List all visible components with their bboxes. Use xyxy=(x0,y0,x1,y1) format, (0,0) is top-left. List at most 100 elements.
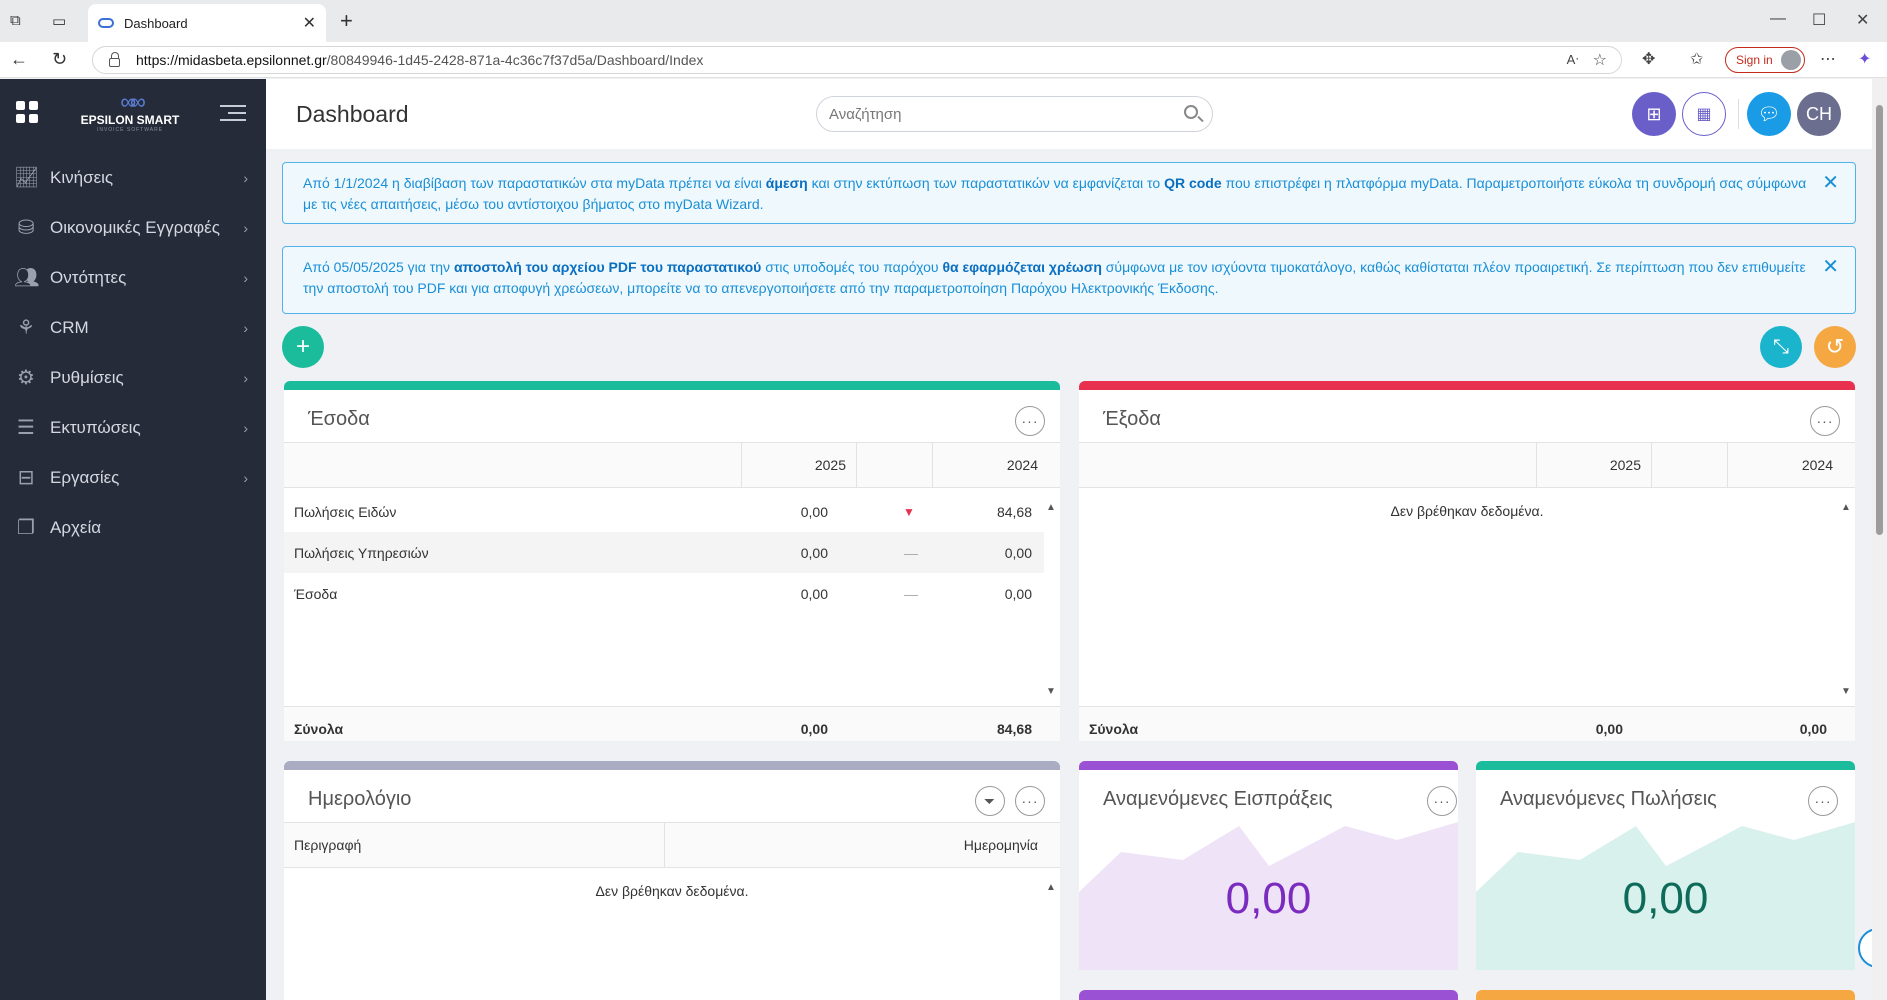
url-path: /80849946-1d45-2428-871a-4c36c7f37d5a/Da… xyxy=(326,52,704,68)
total-2025: 0,00 xyxy=(1595,721,1623,737)
dashboard-grid-button[interactable]: ⊞ xyxy=(1632,92,1676,136)
menu-toggle-icon[interactable] xyxy=(220,105,246,126)
trend-flat-icon: — xyxy=(904,544,918,561)
maximize-icon[interactable]: ☐ xyxy=(1812,12,1827,29)
more-dots-icon: ··· xyxy=(1816,413,1834,429)
sidebar-item-label: Εκτυπώσεις xyxy=(50,418,141,437)
scroll-up-icon[interactable]: ▲ xyxy=(1046,502,1056,513)
sidebar-item-prints[interactable]: ☰ Εκτυπώσεις › xyxy=(0,403,266,453)
no-data-message: Δεν βρέθηκαν δεδομένα. xyxy=(595,883,749,899)
sign-in-button[interactable]: Sign in xyxy=(1725,47,1805,73)
sidebar: ∞∞ EPSILON SMART INVOICE SOFTWARE 📈︎ Κινή… xyxy=(0,79,266,1000)
scroll-up-icon[interactable]: ▲ xyxy=(1046,882,1056,893)
close-icon[interactable]: ✕ xyxy=(1822,172,1839,194)
add-widget-button[interactable]: + xyxy=(282,326,324,368)
sidebar-item-label: Αρχεία xyxy=(50,518,102,537)
plus-icon: + xyxy=(295,333,310,360)
sidebar-item-label: Οικονομικές Εγγραφές xyxy=(50,218,220,237)
more-dots-icon: ··· xyxy=(1021,413,1039,429)
new-tab-icon[interactable]: + xyxy=(340,8,353,33)
close-window-icon[interactable]: ✕ xyxy=(1856,12,1870,29)
crm-icon: ⚘ xyxy=(17,317,35,339)
browser-tab[interactable]: Dashboard ✕ xyxy=(88,4,326,42)
sidebar-item-movements[interactable]: 📈︎ Κινήσεις › xyxy=(0,153,266,203)
column-header-date[interactable]: Ημερομηνία xyxy=(664,823,1048,867)
page-header: Dashboard ⊞ ▦ 💬︎ CH xyxy=(266,79,1872,149)
search-icon[interactable] xyxy=(1184,105,1198,119)
pdf-charge-alert: Από 05/05/2025 για την αποστολή του αρχε… xyxy=(282,246,1856,314)
scroll-down-icon[interactable]: ▼ xyxy=(1841,686,1851,697)
column-header-2025[interactable]: 2025 xyxy=(1536,443,1651,487)
scroll-up-icon[interactable]: ▲ xyxy=(1841,502,1851,513)
epsilon-logo-icon: ∞∞ xyxy=(120,89,145,114)
calendar-card: Ημερολόγιο ⏷ ··· Περιγραφή Ημερομηνία Δε… xyxy=(284,761,1060,1000)
header-divider xyxy=(1738,99,1739,129)
row-value-2024: 84,68 xyxy=(996,503,1032,520)
cabinet-icon: ⊟ xyxy=(17,467,35,489)
address-bar[interactable]: https://midasbeta.epsilonnet.gr/80849946… xyxy=(92,46,1622,74)
calendar-icon: ▦ xyxy=(1696,106,1712,123)
filter-button[interactable]: ⏷ xyxy=(975,786,1005,816)
total-2024: 0,00 xyxy=(1799,721,1827,737)
read-aloud-icon[interactable]: Aᐧ xyxy=(1566,52,1579,67)
copilot-icon[interactable]: ✦ xyxy=(1858,51,1872,68)
sidebar-item-settings[interactable]: ⚙ Ρυθμίσεις › xyxy=(0,353,266,403)
totals-row: Σύνολα 0,00 0,00 xyxy=(1079,706,1855,741)
income-card: Έσοδα ··· 2025 2024 Πωλήσεις Ειδών 0,00 … xyxy=(284,381,1060,741)
search-input[interactable] xyxy=(829,105,1169,123)
card-more-button[interactable]: ··· xyxy=(1808,786,1838,816)
scrollbar-thumb[interactable] xyxy=(1876,105,1883,535)
avatar[interactable]: CH xyxy=(1797,92,1841,136)
favorites-icon[interactable]: ✩ xyxy=(1690,51,1704,68)
close-icon[interactable]: ✕ xyxy=(1822,256,1839,278)
column-header-description[interactable]: Περιγραφή xyxy=(294,837,362,853)
messages-button[interactable]: 💬︎ xyxy=(1747,92,1791,136)
favorite-star-icon[interactable]: ☆ xyxy=(1592,52,1607,69)
extensions-icon[interactable]: ✥ xyxy=(1642,51,1656,68)
sidebar-item-entities[interactable]: 👥︎ Οντότητες › xyxy=(0,253,266,303)
page-scrollbar[interactable] xyxy=(1872,79,1887,1000)
browser-tabbar: ⧉ ▭ Dashboard ✕ + — ☐ ✕ xyxy=(0,0,1887,42)
minimize-icon[interactable]: — xyxy=(1770,10,1786,27)
column-header-2025[interactable]: 2025 xyxy=(741,443,856,487)
card-more-button[interactable]: ··· xyxy=(1427,786,1457,816)
alert-text: και στην εκτύπωση των παραστατικών να εμ… xyxy=(807,175,1165,191)
sidebar-item-label: CRM xyxy=(50,318,89,337)
brand-logo: ∞∞ EPSILON SMART INVOICE SOFTWARE xyxy=(80,89,180,133)
refresh-icon[interactable]: ↻ xyxy=(52,49,68,69)
brand-name: EPSILON SMART xyxy=(80,113,180,127)
filter-icon: ⏷ xyxy=(983,792,997,809)
card-more-button[interactable]: ··· xyxy=(1015,406,1045,436)
sidebar-item-tasks[interactable]: ⊟ Εργασίες › xyxy=(0,453,266,503)
collapse-button[interactable]: ⤡ xyxy=(1760,326,1802,368)
apps-grid-icon[interactable] xyxy=(16,101,38,123)
sales-area-chart xyxy=(1476,822,1855,970)
kpi-value: 0,00 xyxy=(1622,874,1709,923)
totals-label: Σύνολα xyxy=(294,721,344,737)
workspaces-icon[interactable]: ⧉ xyxy=(10,12,21,29)
tab-title: Dashboard xyxy=(124,15,188,31)
alert-bold: θα εφαρμόζεται χρέωση xyxy=(942,259,1102,275)
back-icon[interactable]: ← xyxy=(10,49,28,69)
no-data-message: Δεν βρέθηκαν δεδομένα. xyxy=(1390,503,1544,519)
sidebar-item-financial-entries[interactable]: ⛁ Οικονομικές Εγγραφές › xyxy=(0,203,266,253)
reset-button[interactable]: ↺ xyxy=(1814,326,1856,368)
sidebar-item-label: Κινήσεις xyxy=(50,168,114,187)
column-header-2024[interactable]: 2024 xyxy=(1727,443,1843,487)
tab-actions-icon[interactable]: ▭ xyxy=(52,13,67,30)
scroll-down-icon[interactable]: ▼ xyxy=(1046,686,1056,697)
avatar-initials: CH xyxy=(1806,103,1832,124)
sidebar-item-files[interactable]: ❐ Αρχεία xyxy=(0,503,266,553)
sidebar-item-crm[interactable]: ⚘ CRM › xyxy=(0,303,266,353)
calendar-button[interactable]: ▦ xyxy=(1682,92,1726,136)
compress-icon: ⤡ xyxy=(1773,335,1789,358)
totals-row: Σύνολα 0,00 84,68 xyxy=(284,706,1060,741)
card-more-button[interactable]: ··· xyxy=(1810,406,1840,436)
close-tab-icon[interactable]: ✕ xyxy=(302,15,316,32)
card-title: Έξοδα xyxy=(1103,408,1161,430)
card-more-button[interactable]: ··· xyxy=(1015,786,1045,816)
more-options-icon[interactable]: ⋯ xyxy=(1820,51,1836,68)
column-header-2024[interactable]: 2024 xyxy=(932,443,1048,487)
chart-line-icon: 📈︎ xyxy=(14,167,40,189)
row-value-2024: 0,00 xyxy=(1004,585,1032,602)
